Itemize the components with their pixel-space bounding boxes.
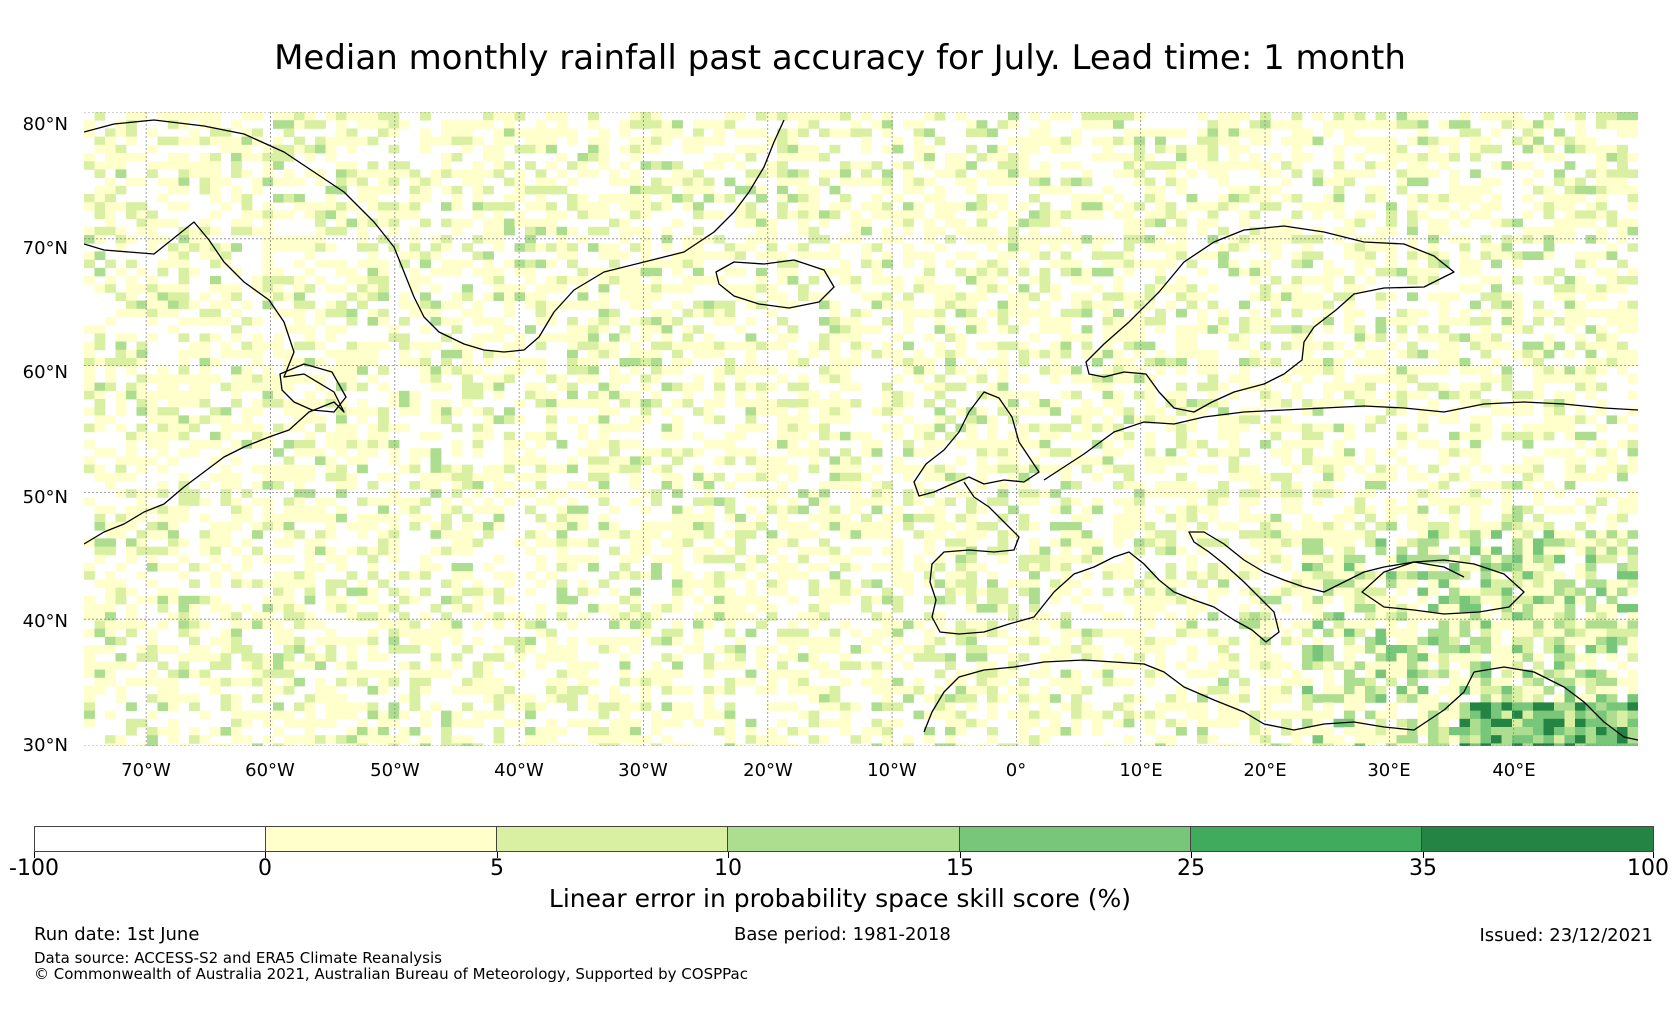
colorbar-label-neg100: -100 xyxy=(9,856,59,881)
lon-label-40w: 40°W xyxy=(494,760,544,781)
gridlines xyxy=(84,112,1638,746)
lon-label-30e: 30°E xyxy=(1367,760,1411,781)
lon-label-60w: 60°W xyxy=(245,760,295,781)
colorbar xyxy=(34,826,1654,852)
colorbar-label-25: 25 xyxy=(1177,856,1205,881)
coastline-north-africa xyxy=(923,659,1475,733)
coastline-anatolia xyxy=(1473,666,1638,741)
coastline-british-isles xyxy=(913,391,1040,497)
lon-label-10e: 10°E xyxy=(1119,760,1163,781)
colorbar-label-10: 10 xyxy=(714,856,742,881)
lat-label-50: 50°N xyxy=(22,487,68,508)
issued-date: Issued: 23/12/2021 xyxy=(1479,925,1653,946)
colorbar-title: Linear error in probability space skill … xyxy=(548,884,1132,913)
coastline-greenland xyxy=(84,119,785,353)
base-period: Base period: 1981-2018 xyxy=(734,924,951,945)
colorbar-segment-neg100-0 xyxy=(35,827,266,851)
copyright: © Commonwealth of Australia 2021, Austra… xyxy=(34,965,748,983)
lon-label-0: 0° xyxy=(1005,760,1027,781)
lat-label-40: 40°N xyxy=(22,611,68,632)
lat-label-80: 80°N xyxy=(22,114,68,135)
data-source: Data source: ACCESS-S2 and ERA5 Climate … xyxy=(34,949,442,967)
coastline-black-sea xyxy=(1361,559,1525,615)
coastline-north-america xyxy=(84,221,345,545)
lat-label-60: 60°N xyxy=(22,362,68,383)
colorbar-segment-25-35 xyxy=(1190,827,1423,851)
run-date: Run date: 1st June xyxy=(34,924,200,945)
colorbar-segment-15-25 xyxy=(959,827,1191,851)
lat-label-30: 30°N xyxy=(22,735,68,756)
map-canvas xyxy=(84,112,1638,746)
coastline-iberia xyxy=(929,481,1465,643)
lon-label-20w: 20°W xyxy=(743,760,793,781)
coastline-newfoundland xyxy=(279,363,347,413)
lon-label-20e: 20°E xyxy=(1243,760,1287,781)
colorbar-segment-5-10 xyxy=(497,827,729,851)
lon-label-50w: 50°W xyxy=(370,760,420,781)
lat-label-70: 70°N xyxy=(22,238,68,259)
coastline-iceland xyxy=(715,259,835,309)
coastline-europe-mainland xyxy=(1043,401,1638,481)
colorbar-label-35: 35 xyxy=(1409,856,1437,881)
skill-score-map xyxy=(84,112,1638,746)
coastlines xyxy=(84,119,1638,741)
colorbar-label-100: 100 xyxy=(1627,856,1669,881)
lon-label-70w: 70°W xyxy=(121,760,171,781)
colorbar-label-5: 5 xyxy=(490,856,504,881)
map-title: Median monthly rainfall past accuracy fo… xyxy=(274,38,1406,78)
colorbar-segment-0-5 xyxy=(265,827,498,851)
colorbar-segment-10-15 xyxy=(728,827,960,851)
coastline-scandinavia xyxy=(1085,225,1455,413)
colorbar-label-0: 0 xyxy=(258,856,272,881)
colorbar-segment-35-100 xyxy=(1422,827,1654,851)
lon-label-40e: 40°E xyxy=(1492,760,1536,781)
skill-score-grid xyxy=(84,112,1638,746)
lon-label-10w: 10°W xyxy=(867,760,917,781)
lon-label-30w: 30°W xyxy=(618,760,668,781)
colorbar-label-15: 15 xyxy=(946,856,974,881)
